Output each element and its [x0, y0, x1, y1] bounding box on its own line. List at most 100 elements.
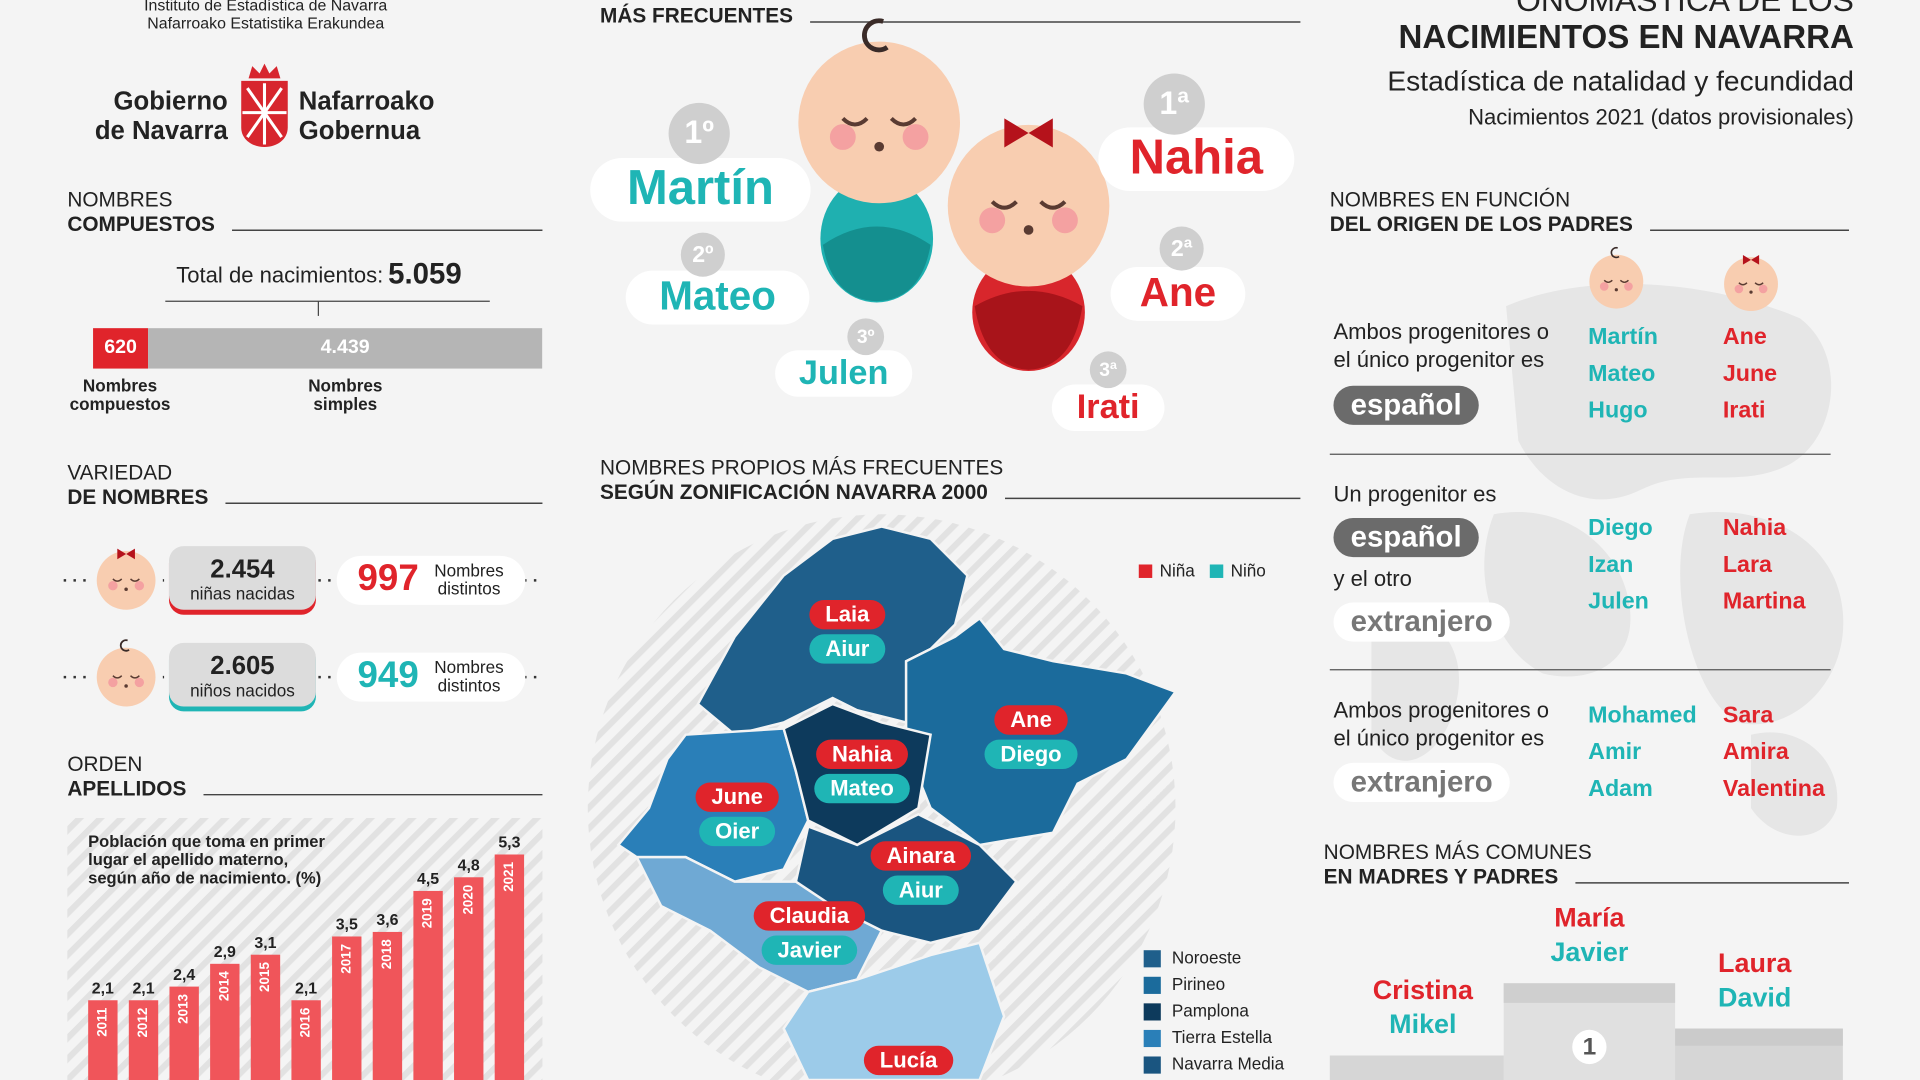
baby-face — [798, 41, 960, 204]
rank-label: 2ª — [1171, 235, 1193, 261]
legend-label: Tierra Estella — [1172, 1027, 1273, 1047]
legend-label: Niña — [1160, 560, 1196, 580]
baby-bow — [117, 548, 135, 560]
top-name: Irati — [1077, 388, 1140, 426]
girl-name: Amira — [1723, 738, 1790, 764]
girl-name: Ane — [1723, 323, 1767, 349]
bar-caption: Nombres — [83, 375, 157, 395]
count-value: 2.605 — [210, 652, 274, 680]
section-heading: NOMBRES — [67, 188, 172, 211]
legend-swatch — [1143, 1003, 1161, 1021]
rank-badge — [1159, 226, 1204, 271]
group-text: y el otro — [1333, 566, 1411, 591]
value-label: 3,6 — [376, 912, 398, 929]
father-name: Javier — [1550, 937, 1628, 967]
name-pill — [1051, 384, 1165, 432]
boy-pill — [761, 935, 858, 965]
group-text: Un progenitor es — [1333, 482, 1496, 507]
podium — [1329, 983, 1843, 1080]
year-label: 2020 — [460, 885, 475, 915]
shield-logo — [241, 63, 288, 147]
legend-label: Pamplona — [1172, 1000, 1250, 1020]
boy-name: Aiur — [825, 636, 869, 661]
girl-pill — [816, 739, 908, 769]
bar — [372, 931, 403, 1080]
baby-eye — [130, 578, 140, 582]
baby-face — [96, 647, 156, 707]
baby-eye — [841, 116, 869, 127]
baby-cheek — [829, 124, 856, 150]
baby-mouth — [1023, 225, 1034, 235]
top-name: Mateo — [659, 272, 776, 318]
year-label: 2013 — [176, 994, 191, 1024]
legend-swatch — [1138, 564, 1153, 578]
boy-name: Diego — [1588, 514, 1653, 540]
boy-pill — [699, 816, 776, 847]
section-heading: NOMBRES MÁS COMUNES — [1324, 841, 1592, 864]
page-title: NACIMIENTOS EN NAVARRA — [1399, 19, 1854, 56]
baby-cheek — [1599, 282, 1609, 291]
girl-name: Nahia — [1723, 514, 1787, 540]
baby-bow — [1742, 254, 1760, 265]
rank-badge — [1143, 73, 1205, 135]
count-box — [168, 546, 316, 610]
bar — [88, 1000, 118, 1080]
baby-mouth — [1749, 290, 1753, 294]
name-pill — [775, 350, 913, 397]
tag-pill — [1333, 602, 1510, 642]
girl-name: Lara — [1723, 551, 1773, 577]
mother-name: Cristina — [1373, 975, 1474, 1005]
boy-name: Izan — [1588, 551, 1633, 577]
section-heading: DEL ORIGEN DE LOS PADRES — [1330, 213, 1633, 236]
year-label: 2012 — [135, 1008, 150, 1038]
top-name: Martín — [627, 161, 774, 215]
tag-pill — [1333, 385, 1479, 425]
baby-cheek — [134, 580, 145, 591]
section-heading: VARIEDAD — [67, 461, 172, 484]
count-value: 2.454 — [210, 555, 275, 583]
legend-swatch — [1143, 1029, 1161, 1048]
girl-pill — [695, 782, 779, 812]
bar — [454, 877, 484, 1080]
baby-cheek — [1624, 282, 1633, 291]
year-label: 2011 — [94, 1007, 109, 1037]
baby-eye — [1619, 279, 1629, 284]
tag-pill — [1333, 517, 1479, 558]
value-label: 4,5 — [417, 871, 439, 888]
distinct-label: distintos — [438, 579, 501, 599]
name-pill — [590, 157, 811, 222]
origin-tag: extranjero — [1351, 765, 1493, 798]
baby-face — [1589, 254, 1644, 309]
institute-name: Nafarroako Estatistika Erakundea — [147, 16, 384, 33]
chart-caption: Población que toma en primer — [88, 832, 325, 851]
bar-caption: Nombres — [308, 375, 382, 395]
baby-eye — [1039, 200, 1067, 210]
podium-rank: 1 — [1583, 1034, 1597, 1061]
bar — [413, 890, 443, 1080]
baby-cheek — [134, 677, 145, 688]
baby-eye — [1754, 282, 1764, 286]
girl-name: June — [1723, 360, 1777, 386]
group-text: Ambos progenitores o — [1333, 319, 1549, 344]
boy-pill — [814, 773, 910, 804]
bar-caption: compuestos — [70, 394, 171, 414]
value-label: 3,1 — [254, 935, 276, 952]
baby-cheek — [902, 124, 929, 150]
girl-pill — [753, 901, 866, 931]
name-pill — [1110, 266, 1246, 321]
top-name: Ane — [1140, 269, 1216, 315]
boy-name: Martín — [1588, 323, 1658, 349]
value-label: 2,1 — [132, 980, 154, 997]
girl-name: Sara — [1723, 701, 1774, 727]
father-name: David — [1718, 982, 1791, 1012]
baby-eye — [130, 675, 140, 679]
page-title: ONOMÁSTICA DE LOS — [1516, 0, 1854, 18]
boy-name: Mateo — [830, 776, 894, 801]
baby-bow — [1004, 118, 1053, 148]
rank-badge — [680, 232, 725, 277]
distinct-pill — [336, 652, 526, 702]
bar — [169, 986, 199, 1080]
tag-pill — [1333, 762, 1510, 803]
